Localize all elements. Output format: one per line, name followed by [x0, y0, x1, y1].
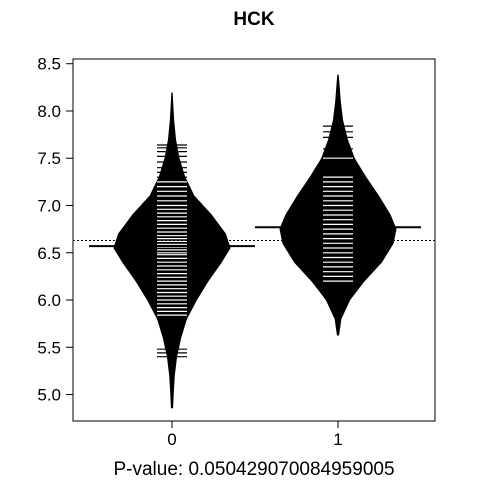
plot-frame — [72, 58, 436, 422]
y-tick-label: 5.5 — [37, 338, 61, 357]
y-tick-label: 6.5 — [37, 244, 61, 263]
y-tick-label: 7.5 — [37, 149, 61, 168]
x-tick-label: 0 — [167, 430, 176, 449]
y-tick-label: 5.0 — [37, 386, 61, 405]
x-tick-label: 1 — [333, 430, 342, 449]
bean-1 — [255, 74, 421, 336]
y-tick-label: 8.0 — [37, 102, 61, 121]
y-tick-label: 8.5 — [37, 55, 61, 74]
x-axis-label: P-value: 0.050429070084959005 — [113, 459, 394, 480]
plot-area — [73, 74, 435, 409]
chart-title: HCK — [233, 9, 274, 30]
y-axis: 5.0 5.5 6.0 6.5 7.0 7.5 8.0 8.5 — [37, 55, 73, 405]
bean-0 — [89, 92, 255, 409]
y-tick-label: 6.0 — [37, 291, 61, 310]
y-tick-label: 7.0 — [37, 197, 61, 216]
